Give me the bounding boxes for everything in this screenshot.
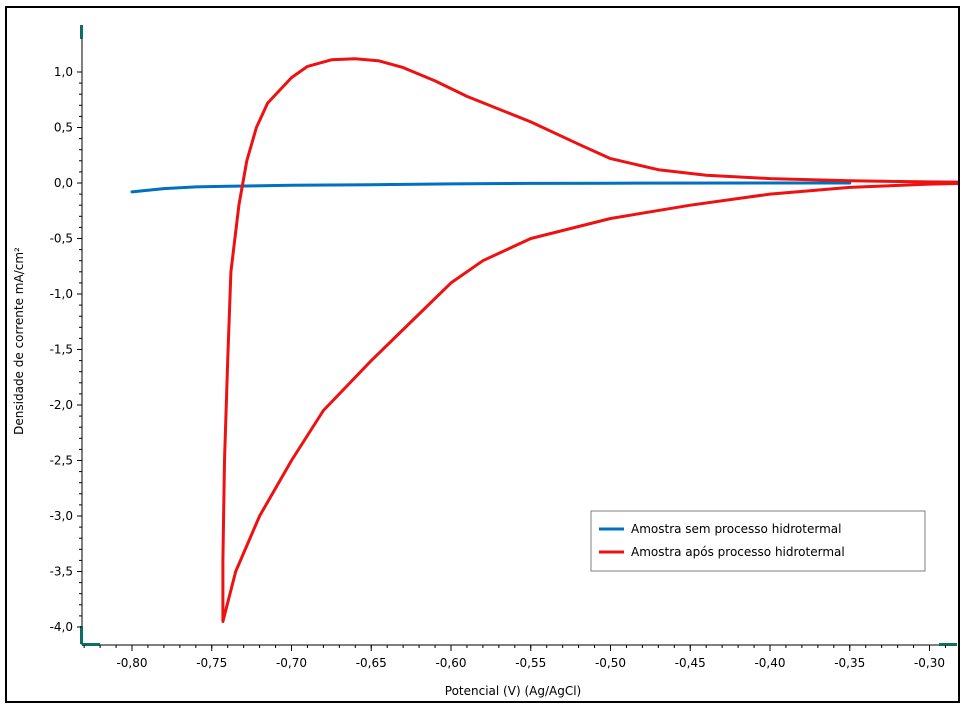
- y-tick-label: -2,0: [50, 398, 73, 412]
- y-tick-label: 1,0: [54, 65, 73, 79]
- y-axis-title: Densidade de corrente mA/cm²: [12, 247, 26, 435]
- x-ticks: -0,80 -0,75 -0,70 -0,65 -0,60 -0,55 -0,50 -0,45…: [83, 645, 946, 670]
- y-tick-label: -1,0: [50, 287, 73, 301]
- legend-label-series-2: Amostra após processo hidrotermal: [631, 545, 845, 559]
- y-tick-label: 0,5: [54, 121, 73, 135]
- x-tick-label: -0,65: [356, 656, 387, 670]
- y-tick-label: 0,0: [54, 176, 73, 190]
- x-tick-label: -0,30: [914, 656, 945, 670]
- x-tick-label: -0,80: [116, 656, 147, 670]
- y-axis-bottom-marker: [80, 626, 83, 644]
- x-tick-label: -0,60: [435, 656, 466, 670]
- series-layer: [130, 57, 958, 623]
- series-line-2: [221, 57, 958, 623]
- y-tick-label: -3,0: [50, 509, 73, 523]
- x-tick-label: -0,40: [754, 656, 785, 670]
- x-tick-label: -0,70: [276, 656, 307, 670]
- y-tick-label: -1,5: [50, 343, 73, 357]
- x-tick-label: -0,55: [515, 656, 546, 670]
- y-ticks: 1,0 0,5 0,0 -0,5 -1,0 -1,5 -2,0 -2,5 -3,0 -3,5 -4,…: [50, 65, 82, 634]
- legend-label-series-1: Amostra sem processo hidrotermal: [631, 522, 841, 536]
- y-tick-label: -0,5: [50, 232, 73, 246]
- y-tick-label: -3,5: [50, 565, 73, 579]
- x-tick-label: -0,45: [675, 656, 706, 670]
- x-axis-title: Potencial (V) (Ag/AgCl): [445, 684, 581, 698]
- x-axis-left-marker: [82, 643, 100, 646]
- x-tick-label: -0,35: [834, 656, 865, 670]
- chart-frame: 1,0 0,5 0,0 -0,5 -1,0 -1,5 -2,0 -2,5 -3,0 -3,5 -4,…: [5, 6, 960, 703]
- legend: Amostra sem processo hidrotermal Amostra…: [590, 510, 926, 572]
- y-tick-label: -4,0: [50, 620, 73, 634]
- chart-svg: 1,0 0,5 0,0 -0,5 -1,0 -1,5 -2,0 -2,5 -3,0 -3,5 -4,…: [12, 25, 958, 698]
- legend-box: [590, 510, 926, 572]
- x-axis-right-marker: [939, 643, 957, 646]
- series-line-1: [130, 181, 852, 194]
- y-axis-top-marker: [80, 25, 83, 39]
- x-tick-label: -0,75: [196, 656, 227, 670]
- y-tick-label: -2,5: [50, 454, 73, 468]
- x-tick-label: -0,50: [595, 656, 626, 670]
